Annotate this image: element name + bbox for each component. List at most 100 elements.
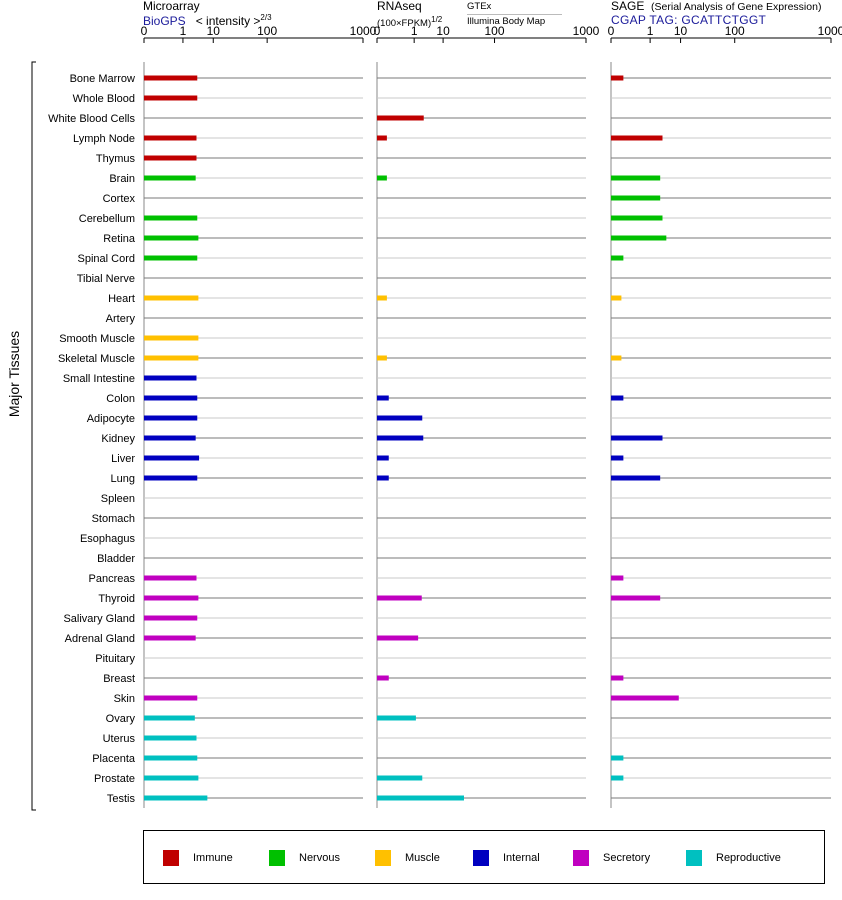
axis-tick-label: 0	[608, 24, 615, 38]
legend-label: Internal	[503, 852, 540, 864]
bar	[611, 755, 624, 761]
microarray-unit: < intensity >	[195, 14, 261, 28]
category-label: Kidney	[101, 433, 135, 445]
bar	[144, 575, 197, 581]
category-label: Esophagus	[80, 533, 136, 545]
category-label: Spleen	[101, 493, 135, 505]
rnaseq-unit-exponent: 1/2	[431, 15, 443, 24]
category-label: Lymph Node	[73, 133, 135, 145]
bar	[144, 175, 196, 181]
microarray-unit-exponent: 2/3	[260, 13, 272, 22]
bar	[144, 715, 195, 721]
category-label: Smooth Muscle	[59, 333, 135, 345]
category-label: Lung	[111, 473, 135, 485]
category-label: Ovary	[106, 713, 136, 725]
bar	[144, 595, 199, 601]
group-label: Major Tissues	[6, 331, 22, 417]
category-label: Tibial Nerve	[77, 273, 135, 285]
category-label: Whole Blood	[73, 93, 135, 105]
axis-tick-label: 1	[180, 24, 187, 38]
legend-item-secretory: Secretory	[573, 850, 650, 866]
category-label: Colon	[106, 393, 135, 405]
bar	[144, 635, 196, 641]
bar	[611, 395, 624, 401]
bar	[377, 135, 387, 141]
legend-item-muscle: Muscle	[375, 850, 440, 866]
microarray-title: Microarray	[143, 0, 200, 13]
rnaseq-ibm-source: Illumina Body Map	[467, 16, 546, 27]
category-label: Breast	[103, 673, 135, 685]
legend-label: Muscle	[405, 852, 440, 864]
bar	[611, 75, 624, 81]
rnaseq-title: RNAseq	[377, 0, 422, 13]
category-label: Thyroid	[98, 593, 135, 605]
sage-header: SAGE (Serial Analysis of Gene Expression…	[611, 0, 821, 27]
axis-tick-label: 100	[257, 24, 277, 38]
bar	[144, 395, 198, 401]
bar	[144, 375, 197, 381]
bar	[611, 475, 661, 481]
bar	[611, 455, 624, 461]
category-label: Placenta	[92, 753, 136, 765]
category-label: Spinal Cord	[78, 253, 135, 265]
bar	[144, 355, 199, 361]
rnaseq-header: RNAseq (100×FPKM)1/2	[377, 0, 442, 29]
rnaseq-unit: (100×FPKM)	[377, 18, 432, 30]
bar	[377, 475, 389, 481]
axis-tick-label: 1000	[573, 24, 600, 38]
bar	[144, 775, 199, 781]
category-label: Adrenal Gland	[65, 633, 135, 645]
axis-tick-label: 100	[725, 24, 745, 38]
axis-tick-label: 10	[674, 24, 688, 38]
bar	[144, 335, 199, 341]
microarray-source: BioGPS	[143, 14, 186, 28]
bar	[377, 775, 423, 781]
category-label: Adipocyte	[87, 413, 135, 425]
legend-swatch	[163, 850, 179, 866]
axis-tick-label: 1000	[350, 24, 377, 38]
bar	[377, 295, 387, 301]
bar	[144, 255, 198, 261]
legend: Immune Nervous Muscle Internal Secretory Repr…	[143, 830, 825, 884]
bar	[611, 195, 661, 201]
bar	[377, 435, 424, 441]
category-label: Thymus	[96, 153, 136, 165]
category-label: Uterus	[103, 733, 136, 745]
bar	[611, 235, 667, 241]
bar	[611, 295, 622, 301]
category-label: Testis	[107, 793, 136, 805]
bar	[144, 295, 199, 301]
category-label: Bone Marrow	[70, 73, 135, 85]
bar	[144, 755, 198, 761]
axis-tick-label: 10	[207, 24, 221, 38]
microarray-header: Microarray BioGPS < intensity >2/3	[143, 0, 272, 28]
rnaseq-gtex-source: GTEx	[467, 1, 492, 12]
bar	[611, 175, 661, 181]
category-label: Cortex	[103, 193, 136, 205]
bar	[377, 415, 423, 421]
bar	[144, 95, 198, 101]
legend-swatch	[473, 850, 489, 866]
bar	[377, 675, 389, 681]
bar	[611, 135, 663, 141]
sage-subtitle: (Serial Analysis of Gene Expression)	[651, 1, 822, 13]
bar	[377, 355, 387, 361]
legend-item-internal: Internal	[473, 850, 540, 866]
bar	[144, 215, 198, 221]
bar	[611, 215, 663, 221]
bar	[377, 715, 416, 721]
axis-tick-label: 1	[411, 24, 418, 38]
group-bracket	[31, 61, 36, 811]
axis-tick-label: 0	[141, 24, 148, 38]
axis-tick-label: 100	[485, 24, 505, 38]
bar	[144, 135, 197, 141]
category-label: Prostate	[94, 773, 135, 785]
bar	[144, 475, 198, 481]
legend-label: Reproductive	[716, 852, 781, 864]
bar	[377, 595, 422, 601]
rnaseq-source-divider	[467, 14, 562, 15]
bar	[611, 595, 661, 601]
category-label: Skeletal Muscle	[58, 353, 135, 365]
bar	[611, 695, 679, 701]
